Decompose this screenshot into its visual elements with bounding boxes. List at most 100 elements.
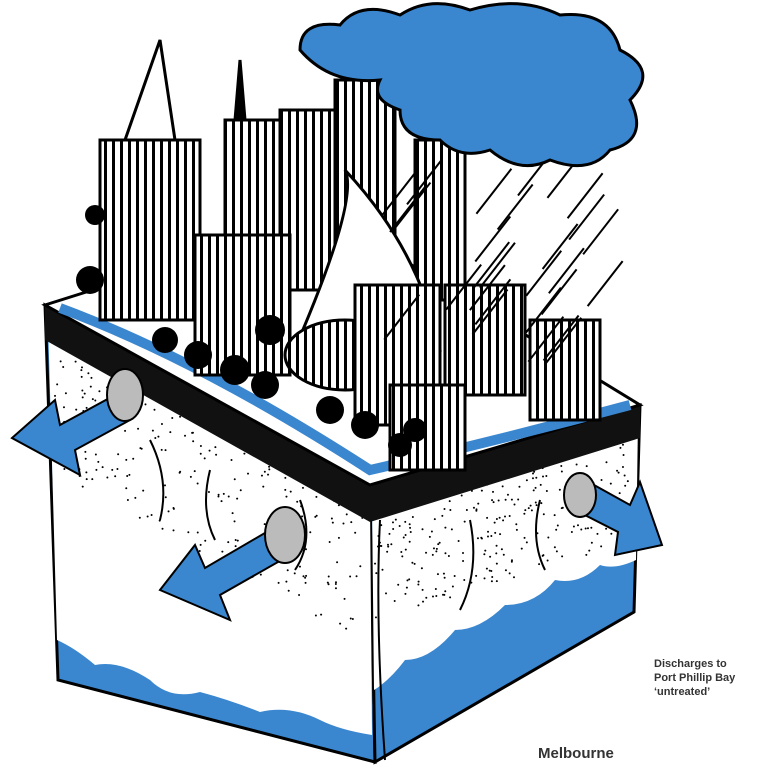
dot	[515, 528, 518, 531]
dot	[575, 463, 578, 466]
dot	[233, 520, 236, 523]
dot	[227, 495, 230, 498]
dot	[448, 500, 451, 503]
dot	[90, 376, 93, 379]
dot	[590, 526, 593, 529]
dot	[540, 502, 543, 505]
dot	[586, 527, 589, 530]
dot	[386, 543, 389, 546]
dot	[485, 567, 488, 570]
dot	[106, 476, 109, 479]
dot	[425, 551, 428, 554]
dot	[406, 579, 409, 582]
dot	[480, 536, 483, 539]
dot	[327, 583, 330, 586]
dot	[117, 453, 120, 456]
dot	[420, 567, 423, 570]
dot	[428, 535, 431, 538]
dot	[150, 514, 153, 517]
dot	[160, 423, 163, 426]
dot	[621, 443, 624, 446]
dot	[404, 592, 407, 595]
dot	[510, 560, 513, 563]
dot	[523, 512, 526, 515]
dot	[305, 574, 308, 577]
dot	[397, 583, 400, 586]
rain-streak	[475, 168, 513, 215]
dot	[444, 590, 447, 593]
rain-streak	[479, 242, 516, 289]
dot	[610, 532, 613, 535]
dot	[475, 509, 478, 512]
dot	[504, 498, 507, 501]
dot	[538, 563, 541, 566]
dot	[421, 528, 424, 531]
dot	[618, 492, 621, 495]
rain-streak	[383, 293, 421, 341]
rain-streak	[568, 193, 605, 241]
dot	[443, 507, 446, 510]
dot	[535, 504, 538, 507]
dot	[81, 396, 84, 399]
dot	[134, 496, 137, 499]
dot	[80, 375, 83, 378]
dot	[374, 616, 377, 619]
rain-streak	[527, 316, 565, 363]
dot	[164, 496, 167, 499]
dot	[413, 562, 416, 565]
rain-streak	[381, 169, 419, 216]
rain-streak	[525, 287, 562, 334]
dot	[263, 470, 266, 473]
dot	[411, 561, 414, 564]
dot	[193, 470, 196, 473]
dot	[85, 478, 88, 481]
dot	[315, 495, 318, 498]
dot	[208, 449, 211, 452]
dot	[404, 548, 407, 551]
dot	[534, 486, 537, 489]
dot	[417, 583, 420, 586]
dot	[196, 531, 199, 534]
rain-streak	[540, 268, 578, 316]
dot	[555, 550, 558, 553]
dot	[374, 562, 377, 565]
dot	[59, 360, 62, 363]
dot	[339, 622, 342, 625]
dot	[437, 543, 440, 546]
dot	[392, 527, 395, 530]
dot	[327, 575, 330, 578]
dot	[239, 489, 242, 492]
dot	[570, 530, 573, 533]
rain-streak	[473, 241, 510, 288]
dot	[561, 555, 564, 558]
dot	[432, 547, 435, 550]
dot	[286, 569, 289, 572]
dot	[137, 427, 140, 430]
dot	[214, 446, 217, 449]
dot	[533, 470, 536, 473]
dot	[385, 592, 388, 595]
dot	[199, 452, 202, 455]
dot	[483, 553, 486, 556]
dot	[523, 536, 526, 539]
dot	[126, 498, 129, 501]
rain	[381, 149, 624, 364]
dot	[83, 392, 86, 395]
dot	[402, 536, 405, 539]
dot	[488, 569, 491, 572]
dot	[293, 572, 296, 575]
dot	[499, 533, 502, 536]
dot	[81, 485, 84, 488]
dot	[434, 587, 437, 590]
dot	[298, 565, 301, 568]
dot	[315, 514, 318, 517]
dot	[393, 600, 396, 603]
buildings	[98, 39, 602, 472]
rain-streak	[469, 264, 506, 311]
dot	[304, 581, 307, 584]
dot	[484, 549, 487, 552]
trees	[76, 205, 427, 457]
dot	[495, 562, 498, 565]
dot	[600, 545, 603, 548]
